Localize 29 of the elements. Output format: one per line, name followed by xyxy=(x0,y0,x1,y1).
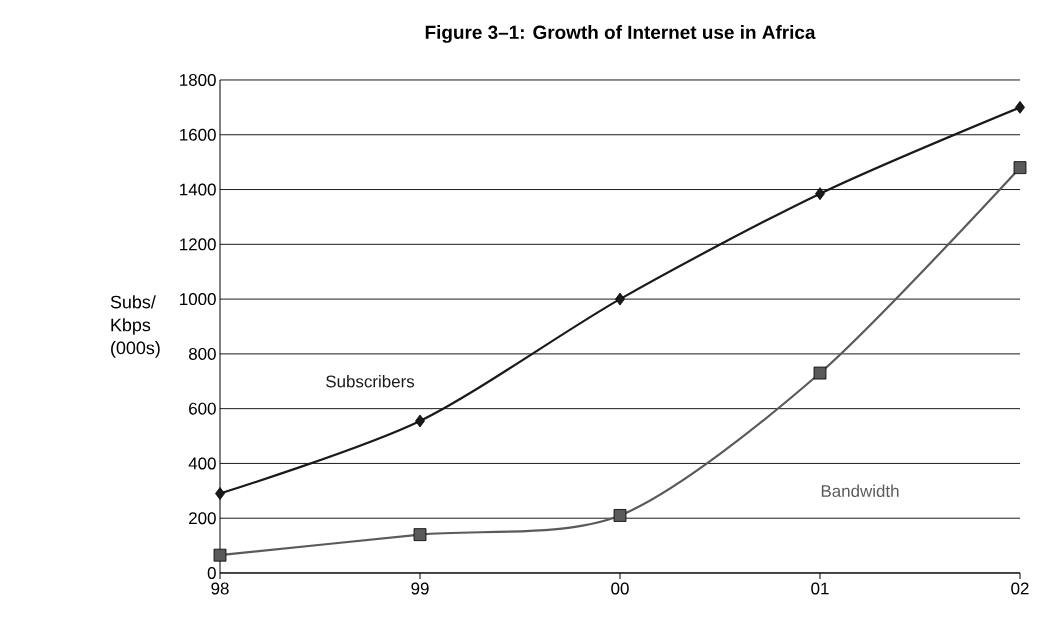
y-tick-label: 0 xyxy=(207,566,216,579)
chart-title: Figure 3–1: Growth of Internet use in Africa xyxy=(425,25,816,43)
x-tick-label: 98 xyxy=(211,582,229,595)
y-tick-label: 1800 xyxy=(180,73,216,86)
text: Bandwidth xyxy=(821,484,899,498)
x-tick-label: 00 xyxy=(611,582,629,595)
point xyxy=(613,509,627,522)
x-tick-label: 01 xyxy=(811,582,829,595)
point xyxy=(415,414,425,428)
y-tick-label: 1600 xyxy=(180,128,216,141)
y-tick-label: 200 xyxy=(189,512,216,525)
y-tick-label: 400 xyxy=(188,457,216,470)
point xyxy=(1015,100,1025,114)
point xyxy=(615,292,625,306)
point xyxy=(813,366,827,380)
y-axis-title: Subs/ Kbps (000s) xyxy=(110,295,160,358)
y-tick-label: 1400 xyxy=(180,183,216,196)
y-tick-label: 600 xyxy=(189,402,216,415)
point xyxy=(215,487,225,500)
point xyxy=(815,187,825,201)
series-label: Subscribers xyxy=(326,375,415,388)
point xyxy=(413,528,427,542)
y-tick-label: 1000 xyxy=(180,293,216,306)
x-tick-label: 99 xyxy=(411,582,429,595)
point xyxy=(1013,161,1027,175)
x-tick-label: 02 xyxy=(1011,582,1029,595)
y-tick-label: 800 xyxy=(188,347,216,360)
y-tick-label: 1200 xyxy=(180,238,216,251)
point xyxy=(213,548,227,562)
